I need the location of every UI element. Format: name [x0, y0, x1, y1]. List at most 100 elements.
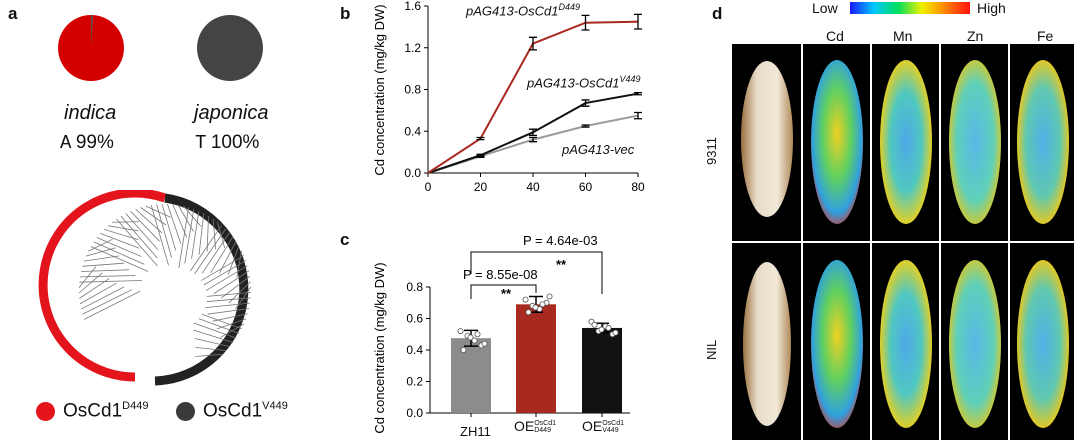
data-point	[526, 310, 531, 315]
indica-allele: A 99%	[60, 132, 114, 154]
color-scale-bar	[850, 2, 970, 14]
tree-branch	[82, 263, 124, 266]
japonica-pie	[197, 15, 263, 81]
tree-branch	[194, 229, 225, 275]
line-chart-ytick-label: 0.0	[404, 166, 421, 180]
line-chart-ytick-label: 0.4	[404, 124, 421, 138]
bar-chart-ytick-label: 0.4	[406, 343, 423, 357]
data-point	[592, 322, 597, 327]
tree-branch	[86, 248, 116, 256]
comparison-1-stars: **	[501, 286, 512, 301]
grain-9311-cd	[811, 60, 863, 224]
tree-branch	[81, 287, 124, 309]
allele-pies	[55, 12, 275, 92]
japonica-label: japonica	[194, 102, 269, 125]
element-label-cd: Cd	[826, 28, 844, 44]
data-point	[613, 330, 618, 335]
tree-branch	[199, 213, 204, 255]
line-chart-ytick-label: 0.8	[404, 83, 421, 97]
grain-nil-zn	[949, 260, 1001, 428]
data-point	[458, 329, 463, 334]
tree-branch	[162, 204, 176, 250]
bar-chart-ylabel: Cd concentration (mg/kg DW)	[372, 262, 387, 433]
line-chart-xtick-label: 60	[579, 180, 593, 194]
grain-nil-cd	[811, 260, 863, 428]
tree-branch	[79, 280, 142, 282]
legend-v449: OsCd1V449	[176, 400, 288, 422]
data-point	[606, 325, 611, 330]
data-point	[540, 302, 545, 307]
error-bar	[477, 138, 485, 140]
line-chart-ylabel: Cd concentration (mg/kg DW)	[372, 4, 387, 175]
line-chart-xtick-label: 0	[425, 180, 432, 194]
grain-9311-zn	[949, 60, 1001, 224]
scale-low-label: Low	[812, 0, 838, 16]
category-zh11: ZH11	[460, 424, 491, 439]
indica-label: indica	[64, 102, 116, 125]
grain-9311-raw	[741, 61, 793, 217]
legend-d449: OsCd1D449	[36, 400, 148, 422]
grain-image-grid	[732, 44, 1074, 440]
data-point	[523, 297, 528, 302]
grain-images	[732, 44, 1074, 440]
line-chart-xtick-label: 40	[526, 180, 540, 194]
tree-branch	[186, 225, 221, 277]
comparison-2-stars: **	[556, 257, 567, 272]
grain-nil-mn	[880, 260, 932, 428]
tree-branch	[141, 207, 166, 225]
data-point	[533, 305, 538, 310]
tree-branch	[100, 233, 139, 248]
line-chart-xtick-label: 80	[631, 180, 645, 194]
grain-9311-fe	[1017, 60, 1069, 224]
element-label-mn: Mn	[893, 28, 912, 44]
bar-chart-ytick-label: 0.6	[406, 312, 423, 326]
line-chart-ytick-label: 1.2	[404, 41, 421, 55]
line-chart-xtick-label: 20	[474, 180, 488, 194]
bar-chart-ytick-label: 0.0	[406, 406, 423, 420]
bar-chart-ytick-label: 0.8	[406, 280, 423, 294]
data-point	[461, 347, 466, 352]
tree-branch	[121, 216, 157, 258]
tree-branch	[81, 270, 129, 272]
series-label-v449: pAG413-OsCd1V449	[527, 74, 641, 90]
tree-branch	[94, 242, 145, 264]
comparison-1-label: P = 8.55e-08	[463, 267, 538, 282]
data-point	[468, 335, 473, 340]
tree-branch	[179, 207, 189, 269]
bar-1	[516, 304, 556, 413]
grain-9311-mn	[880, 60, 932, 224]
row-label-nil: NIL	[704, 340, 719, 360]
bar-chart: Cd concentration (mg/kg DW) 0.0 0.2 0.4 0.6…	[340, 225, 670, 443]
tree-branch	[82, 290, 132, 315]
data-point	[475, 332, 480, 337]
data-point	[547, 294, 552, 299]
series-label-vec: pAG413-vec	[562, 142, 634, 157]
element-label-zn: Zn	[967, 28, 983, 44]
tree-branch	[211, 237, 233, 273]
element-label-fe: Fe	[1037, 28, 1053, 44]
bar-0	[451, 338, 491, 413]
scale-high-label: High	[977, 0, 1006, 16]
data-point	[599, 327, 604, 332]
tree-branch	[84, 291, 140, 319]
tree-branch	[202, 233, 229, 273]
series-label-d449: pAG413-OsCd1D449	[466, 2, 580, 18]
bar-chart-ytick-label: 0.2	[406, 375, 423, 389]
line-chart-ytick-label: 1.6	[404, 0, 421, 13]
indica-ring	[43, 193, 165, 377]
panel-label-d: d	[712, 4, 722, 24]
tree-branch	[126, 214, 158, 250]
tree-branch	[167, 204, 180, 244]
comparison-2-label: P = 4.64e-03	[523, 233, 598, 248]
panel-label-a: a	[8, 4, 17, 24]
grain-nil-fe	[1017, 260, 1069, 428]
line-chart: Cd concentration (mg/kg DW) 0.0 0.4 0.8 1.2…	[340, 0, 670, 220]
japonica-allele: T 100%	[195, 132, 259, 154]
row-label-9311: 9311	[704, 137, 719, 165]
data-point	[482, 341, 487, 346]
grain-nil-raw	[743, 262, 791, 426]
bar-2	[582, 328, 622, 413]
phylogenetic-tree	[30, 190, 300, 390]
